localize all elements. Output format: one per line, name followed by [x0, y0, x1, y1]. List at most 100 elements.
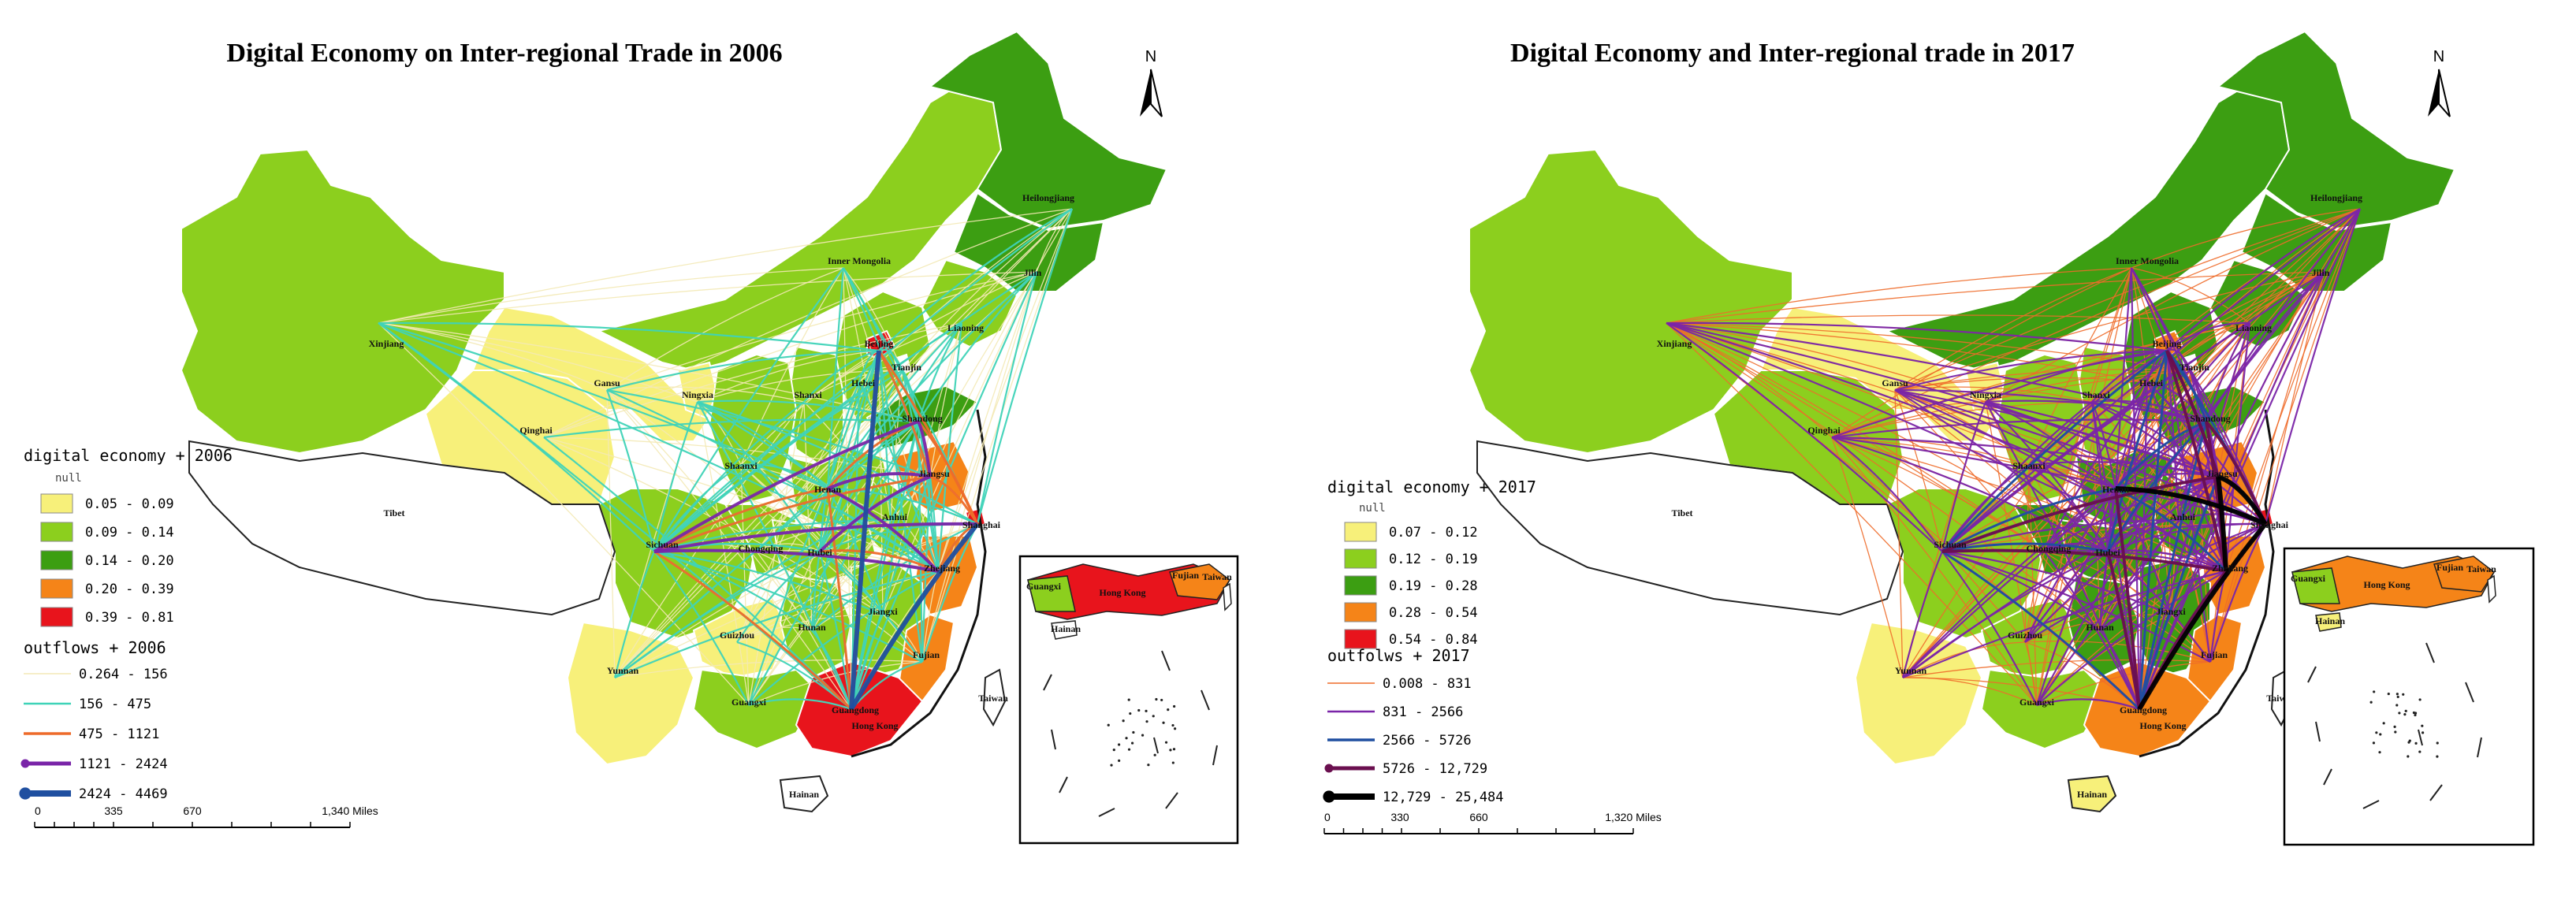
island-dot: [2403, 713, 2407, 716]
island-dot: [1167, 708, 1170, 712]
island-dot: [1137, 708, 1141, 712]
island-dot: [1127, 748, 1131, 751]
flow-line: [606, 389, 852, 710]
flow-line: [1902, 488, 2116, 678]
label-ningxia: Ningxia: [682, 389, 713, 400]
island-dot: [2378, 751, 2381, 754]
flow-line: [819, 549, 939, 573]
legend-null-label: null: [1359, 502, 1386, 515]
flow-line: [697, 401, 750, 706]
inset-label-guangxi: Guangxi: [1026, 581, 1062, 592]
label-shaanxi: Shaanxi: [724, 460, 758, 471]
flow-line: [810, 551, 821, 631]
flow-line: [653, 370, 903, 552]
inset-label-taiwan: Taiwan: [1202, 571, 1232, 582]
legend-flow-label: 831 - 2566: [1383, 704, 1463, 720]
flow-line: [827, 322, 962, 489]
label-guizhou: Guizhou: [720, 630, 754, 641]
island-dot: [2398, 712, 2401, 715]
legend-outflows-title: outfolws + 2017: [1327, 646, 1470, 665]
label-fujian: Fujian: [913, 649, 940, 660]
province-labels: Xinjiang Tibet Qinghai Gansu Inner Mongolia H…: [369, 192, 1074, 800]
island-dot: [2379, 733, 2382, 736]
flow-line: [917, 421, 979, 525]
flow-line: [877, 350, 932, 478]
flow-line: [2024, 641, 2038, 706]
label-gansu: Gansu: [1882, 377, 1908, 388]
flow-line: [917, 421, 940, 572]
flow-line: [826, 488, 853, 710]
flow-line: [1894, 389, 1904, 678]
flow-line: [2098, 551, 2109, 631]
flow-line: [2138, 208, 2361, 710]
flow-line: [2209, 271, 2325, 663]
legend-de-label: 0.28 - 0.54: [1389, 605, 1478, 621]
label-shanghai: Shanghai: [962, 519, 1001, 530]
island-dot: [2395, 693, 2399, 696]
north-arrow-icon: N: [1140, 48, 1163, 117]
label-hong-kong: Hong Kong: [2139, 720, 2186, 731]
province-yunnan: [566, 621, 695, 766]
flow-line: [917, 421, 932, 478]
island-dot: [2395, 704, 2399, 707]
flow-line: [614, 208, 1073, 678]
label-ningxia: Ningxia: [1970, 389, 2001, 400]
flow-line: [2170, 523, 2266, 615]
flow-line: [1941, 349, 2168, 553]
flow-line: [653, 420, 919, 553]
flow-line: [1666, 321, 2168, 352]
flow-line: [1831, 437, 2026, 643]
island-dot: [1171, 723, 1174, 727]
island-dot: [2436, 755, 2439, 758]
island-dot: [1141, 734, 1145, 737]
island-dot: [1132, 730, 1135, 734]
flow-line: [937, 271, 1037, 572]
map-title: Digital Economy and Inter-regional trade…: [1510, 39, 2075, 68]
flow-line: [653, 267, 844, 552]
flow-line: [378, 322, 655, 552]
island-dot: [1107, 723, 1110, 726]
flow-line: [2206, 271, 2325, 422]
label-guangxi: Guangxi: [731, 697, 767, 708]
flow-line: [1985, 208, 2361, 403]
label-zhejiang: Zhejiang: [2212, 563, 2248, 574]
flow-line: [890, 271, 1037, 521]
inset-guangxi-shape: [2291, 567, 2340, 604]
label-beijing: Beijing: [2153, 338, 2182, 349]
flow-line: [1985, 400, 2116, 489]
island-dot: [1160, 698, 1163, 702]
flow-line: [2217, 322, 2250, 478]
island-dot: [2404, 709, 2407, 712]
flow-line: [2209, 523, 2266, 663]
flow-line: [1831, 437, 2046, 552]
flow-line: [605, 389, 656, 552]
flow-line: [1894, 388, 2207, 423]
flow-line: [1894, 349, 2168, 392]
nine-dash-line: [2429, 784, 2443, 801]
province-labels: Xinjiang Tibet Qinghai Gansu Inner Mongolia H…: [1657, 192, 2362, 800]
nine-dash-line: [1051, 729, 1056, 750]
flow-line: [614, 570, 939, 679]
label-qinghai: Qinghai: [519, 425, 553, 436]
tibet-outline: [1476, 440, 1904, 616]
island-dot: [2394, 730, 2397, 734]
island-dot: [2396, 695, 2399, 699]
island-dot: [2375, 731, 2378, 734]
label-hunan: Hunan: [798, 622, 826, 633]
legend-de-label: 0.19 - 0.28: [1389, 578, 1478, 594]
flow-line: [606, 267, 844, 391]
legend: digital economy + 2006 null 0.05 - 0.09 0…: [19, 446, 233, 802]
nine-dash-line: [1201, 689, 1210, 711]
flow-line: [2131, 267, 2250, 324]
inset-label-fujian: Fujian: [1172, 570, 1199, 581]
flow-line: [1894, 388, 2266, 526]
flow-line: [921, 271, 1037, 663]
label-hunan: Hunan: [2086, 622, 2114, 633]
province-xinjiang: [1468, 148, 1793, 455]
hainan-outline: [2067, 775, 2117, 813]
label-shanghai: Shanghai: [2250, 519, 2289, 530]
label-shanxi: Shanxi: [2082, 389, 2110, 400]
flow-line: [819, 551, 923, 663]
scale-label: 335: [104, 805, 123, 817]
island-dot: [1145, 709, 1148, 712]
